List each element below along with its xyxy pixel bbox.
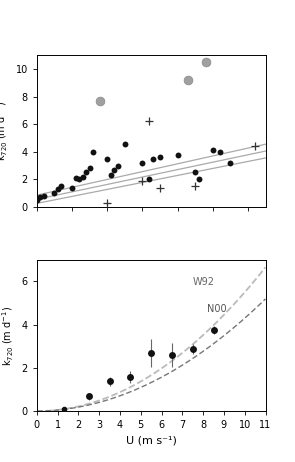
Point [193, 169, 198, 176]
Point [140, 159, 145, 166]
Point [228, 159, 233, 166]
Point [203, 59, 208, 66]
Point [253, 143, 257, 150]
Point [105, 199, 109, 207]
X-axis label: U (m s⁻¹): U (m s⁻¹) [126, 436, 177, 446]
Point [112, 166, 117, 173]
Point [147, 118, 152, 125]
Y-axis label: k$_{720}$ (m d$^{-1}$): k$_{720}$ (m d$^{-1}$) [1, 305, 16, 365]
Point [150, 155, 155, 162]
Point [77, 176, 81, 183]
Point [35, 196, 39, 204]
Point [91, 148, 96, 156]
Point [140, 177, 145, 184]
Point [98, 97, 103, 104]
Point [84, 169, 88, 176]
Point [42, 192, 46, 200]
Point [115, 162, 120, 169]
Point [147, 176, 152, 183]
Point [217, 148, 222, 156]
Text: N00: N00 [207, 304, 227, 314]
Point [73, 174, 78, 182]
Point [196, 176, 201, 183]
Point [87, 164, 92, 172]
Point [186, 77, 191, 84]
Point [175, 151, 180, 158]
Point [158, 153, 162, 161]
Point [52, 189, 57, 197]
Point [122, 140, 127, 147]
Point [70, 184, 74, 191]
Point [193, 182, 198, 190]
Point [105, 155, 109, 162]
Point [38, 194, 43, 201]
Point [80, 173, 85, 180]
Text: W92: W92 [193, 277, 215, 286]
Point [158, 184, 162, 191]
Point [59, 182, 64, 190]
Y-axis label: k$_{720}$ (m d$^{-1}$): k$_{720}$ (m d$^{-1}$) [0, 101, 10, 161]
Point [210, 147, 215, 154]
Point [108, 171, 113, 179]
Point [56, 185, 60, 193]
